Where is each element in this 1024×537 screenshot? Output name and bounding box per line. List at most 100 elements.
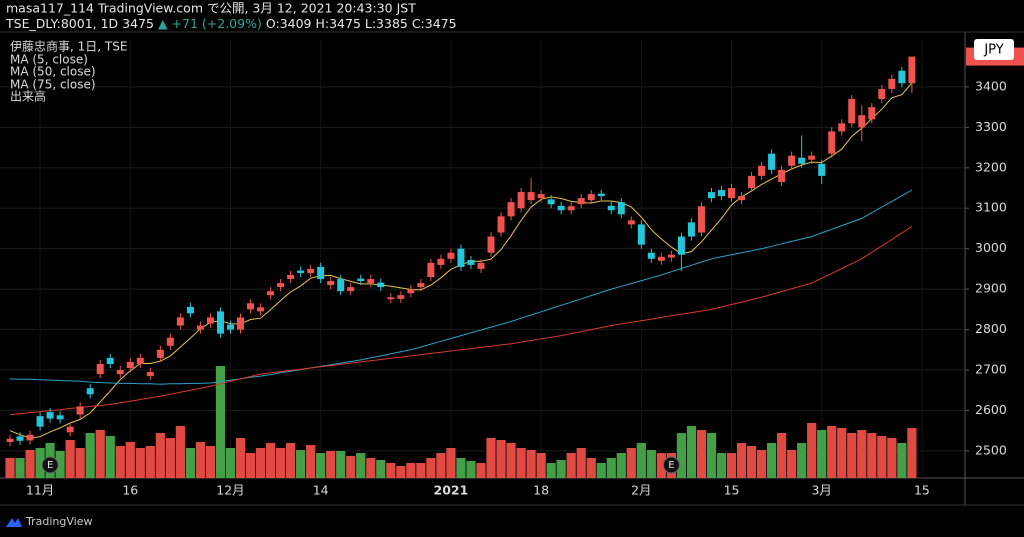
volume-bar (626, 448, 636, 478)
ma-line (9, 225, 913, 415)
y-tick-label: 3200 (975, 159, 1007, 174)
candle-body (467, 260, 475, 265)
legend-entry: 出来高 (10, 89, 46, 104)
candle-body (116, 370, 124, 375)
candle-body (176, 317, 184, 326)
y-tick-label: 2900 (975, 281, 1007, 296)
candle-body (447, 252, 455, 259)
candle-body (126, 361, 134, 368)
volume-bar (646, 450, 656, 478)
volume-bar (296, 450, 306, 478)
event-label: E (668, 460, 674, 471)
candle-body (707, 192, 715, 199)
volume-bar (225, 448, 236, 478)
candle-body (868, 107, 876, 120)
candle-body (748, 175, 756, 189)
footer-text: TradingView (25, 515, 92, 528)
volume-bar (686, 426, 697, 478)
candle-body (858, 115, 866, 128)
candle-body (717, 190, 725, 197)
volume-bar (125, 442, 135, 478)
candle-body (307, 268, 315, 273)
candle-body (848, 99, 856, 124)
candle-body (557, 205, 565, 211)
volume-bar (175, 426, 185, 478)
volume-bar (706, 433, 717, 478)
volume-bar (536, 453, 546, 478)
candle-body (697, 206, 705, 233)
candle-body (377, 282, 385, 288)
y-tick-label: 2500 (975, 442, 1007, 457)
volume-bar (326, 451, 336, 478)
volume-bar (205, 446, 216, 478)
candle-body (186, 306, 194, 314)
candle-body (898, 70, 906, 84)
candle-body (728, 188, 736, 199)
y-tick-label: 3300 (975, 119, 1007, 134)
candle-body (56, 415, 64, 420)
volume-bar (35, 448, 45, 478)
candle-body (287, 274, 295, 280)
candle-body (277, 283, 285, 288)
volume-bar (867, 433, 877, 478)
volume-bar (275, 448, 286, 478)
candle-body (216, 311, 224, 334)
candle-body (337, 279, 345, 292)
candle-body (257, 307, 265, 312)
candle-body (367, 279, 375, 284)
volume-bar (736, 443, 747, 478)
candle-body (16, 436, 24, 441)
candle-body (46, 412, 54, 419)
legend-entry: MA (5, close) (10, 53, 88, 67)
currency-badge[interactable] (974, 39, 1014, 60)
candle-body (527, 192, 535, 201)
x-tick-label: 2021 (434, 483, 469, 498)
candle-body (196, 325, 204, 330)
x-tick-label: 18 (533, 483, 549, 498)
header-symbol: TSE_DLY:8001, 1D 3475 ▲ +71 (+2.09%) O:340… (5, 16, 457, 31)
logo-icon (6, 518, 22, 527)
volume-bar (506, 443, 516, 478)
currency: JPY (983, 43, 1003, 58)
candle-body (667, 254, 675, 258)
event-label: E (47, 460, 53, 471)
candle-body (96, 363, 104, 375)
volume-bar (807, 423, 817, 478)
volume-bar (797, 443, 807, 478)
volume-bar (766, 443, 777, 478)
candle-body (166, 337, 174, 346)
candle-body (76, 406, 84, 415)
volume-bar (436, 453, 446, 478)
volume-bar (716, 453, 727, 478)
event-marker (41, 456, 59, 474)
x-tick-label: 3月 (811, 483, 831, 498)
volume-bar (596, 463, 606, 478)
volume-bar (476, 463, 486, 478)
volume-bar (887, 438, 897, 478)
header-line: masa117_114 TradingView.com で公開, 3月 12, … (6, 1, 416, 16)
volume-bar (486, 438, 496, 478)
volume-bar (376, 460, 386, 478)
candle-body (317, 266, 325, 280)
candle-body (537, 194, 545, 199)
candle-body (778, 169, 786, 182)
volume-bar (115, 446, 125, 478)
volume-bar (456, 458, 466, 478)
candle-body (437, 258, 445, 265)
volume-bar (316, 453, 326, 478)
legend-entry: MA (50, close) (10, 65, 96, 79)
candle-body (587, 194, 595, 201)
x-tick-label: 12月 (216, 483, 244, 498)
candle-body (247, 303, 255, 310)
candle-body (106, 357, 114, 364)
candle-body (607, 205, 615, 211)
candle-body (687, 222, 695, 237)
legend-title: 伊藤忠商事, 1日, TSE (10, 39, 127, 54)
symbol: TSE_DLY:8001, 1D 3475 (5, 16, 154, 31)
volume-bar (586, 458, 596, 478)
y-tick-label: 3100 (975, 200, 1007, 215)
candle-body (136, 357, 144, 364)
volume-bar (286, 443, 296, 478)
candle-body (387, 297, 395, 300)
volume-bar (366, 458, 376, 478)
